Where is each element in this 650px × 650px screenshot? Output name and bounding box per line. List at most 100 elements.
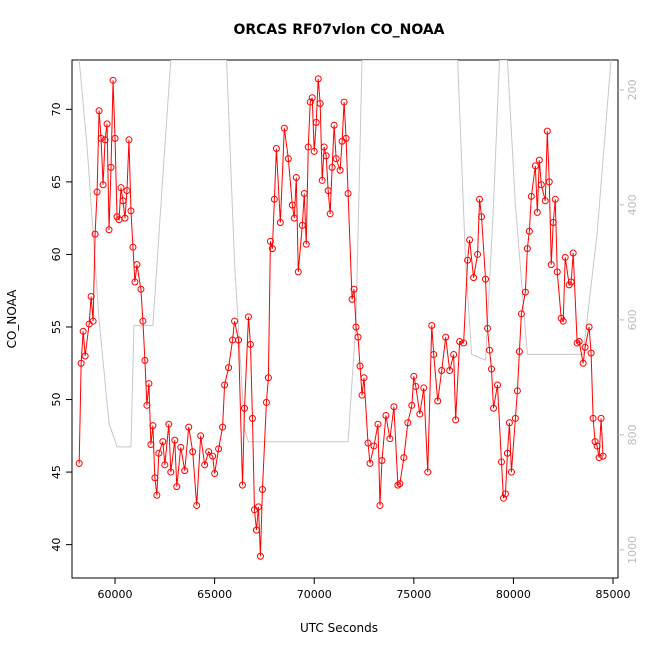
point	[587, 349, 595, 357]
point	[201, 461, 209, 469]
point	[133, 261, 141, 269]
point	[270, 195, 278, 203]
point	[503, 449, 511, 457]
point	[390, 403, 398, 411]
point	[535, 156, 543, 164]
point	[239, 481, 247, 489]
y2-tick-label: 800	[626, 424, 639, 445]
point	[350, 285, 358, 293]
point	[521, 288, 529, 296]
point	[523, 245, 531, 253]
point	[129, 243, 137, 251]
point	[490, 404, 498, 412]
point	[573, 339, 581, 347]
x-tick-label: 85000	[596, 588, 631, 601]
point	[324, 187, 332, 195]
point	[101, 136, 109, 144]
point	[428, 322, 436, 330]
point	[412, 382, 420, 390]
point	[497, 458, 505, 466]
point	[254, 503, 262, 511]
point	[515, 348, 523, 356]
point	[109, 76, 117, 84]
point	[105, 226, 113, 234]
point	[306, 98, 314, 106]
point	[314, 75, 322, 83]
point	[125, 136, 133, 144]
point	[276, 219, 284, 227]
point	[541, 197, 549, 205]
point	[543, 127, 551, 135]
point	[153, 491, 161, 499]
point	[258, 485, 266, 493]
point	[326, 210, 334, 218]
point	[478, 213, 486, 221]
series-line	[78, 60, 612, 448]
point	[298, 221, 306, 229]
point	[302, 240, 310, 248]
point	[127, 207, 135, 215]
point	[513, 387, 521, 395]
point	[370, 442, 378, 450]
point	[221, 381, 229, 389]
point	[79, 327, 87, 335]
y-tick-label: 65	[50, 175, 63, 189]
point	[525, 227, 533, 235]
point	[294, 268, 302, 276]
point	[486, 346, 494, 354]
point	[404, 419, 412, 427]
point	[312, 118, 320, 126]
point	[107, 163, 115, 171]
point	[147, 441, 155, 449]
point	[585, 323, 593, 331]
point	[396, 480, 404, 488]
point	[507, 468, 515, 476]
point	[330, 121, 338, 129]
point	[219, 423, 227, 431]
point	[344, 189, 352, 197]
point	[476, 195, 484, 203]
y-tick-label: 50	[50, 393, 63, 407]
point	[165, 420, 173, 428]
point	[292, 174, 300, 182]
x-tick-label: 75000	[396, 588, 431, 601]
point	[386, 435, 394, 443]
point	[517, 310, 525, 318]
point	[553, 268, 561, 276]
point	[284, 155, 292, 163]
x-axis-label: UTC Seconds	[300, 621, 378, 635]
y-axis-label: CO_NOAA	[5, 289, 19, 349]
point	[366, 459, 374, 467]
point	[256, 552, 264, 560]
point	[139, 317, 147, 325]
point	[131, 278, 139, 286]
point	[161, 461, 169, 469]
point	[119, 197, 127, 205]
point	[354, 333, 362, 341]
point	[264, 374, 272, 382]
point	[430, 351, 438, 359]
point	[382, 411, 390, 419]
point	[93, 188, 101, 196]
point	[342, 134, 350, 142]
point	[499, 494, 507, 502]
point	[488, 365, 496, 373]
point	[410, 372, 418, 380]
point	[189, 448, 197, 456]
plot-area	[75, 60, 612, 560]
point	[145, 380, 153, 388]
point	[551, 195, 559, 203]
point	[308, 94, 316, 102]
point	[505, 419, 513, 427]
point	[197, 432, 205, 440]
y-tick-label: 70	[50, 102, 63, 116]
point	[416, 410, 424, 418]
point	[205, 448, 213, 456]
point	[211, 470, 219, 478]
point	[268, 245, 276, 253]
point	[579, 359, 587, 367]
point	[537, 181, 545, 189]
point	[470, 274, 478, 282]
point	[527, 192, 535, 200]
